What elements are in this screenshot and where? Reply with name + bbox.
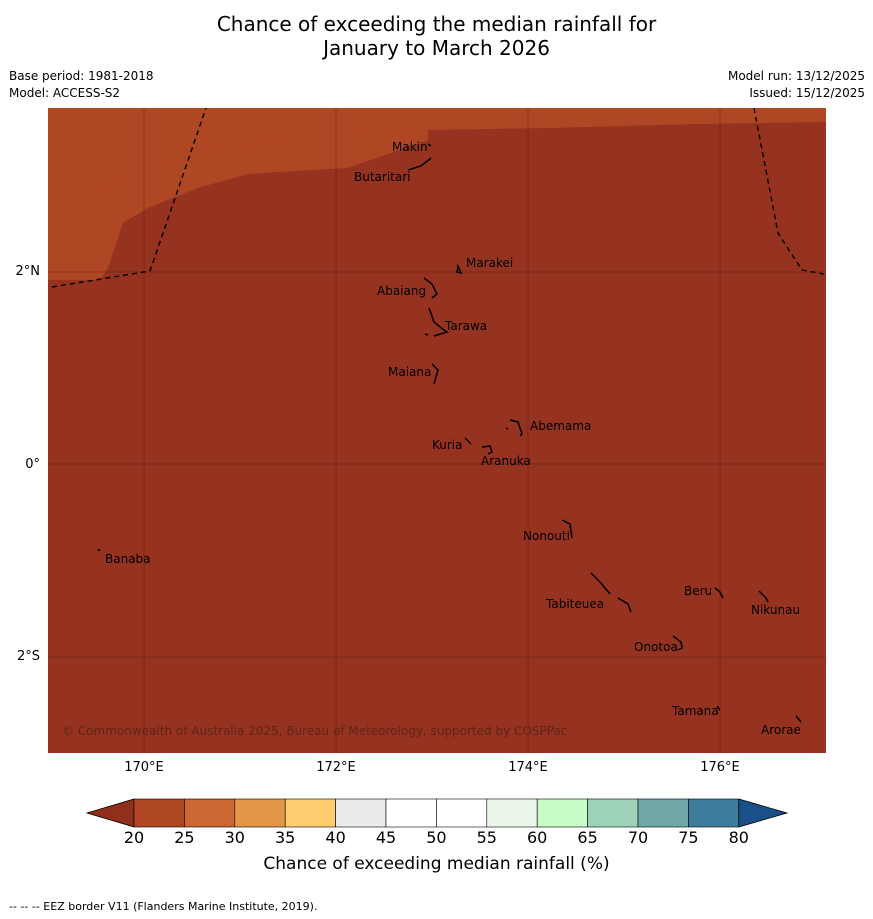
model-name: Model: ACCESS-S2 [9,86,121,100]
colorbar-segment-45-50 [385,798,437,828]
colorbar [86,798,788,828]
colorbar-over-arrow [738,798,788,828]
makin-island [427,143,432,147]
label-maiana: Maiana [388,365,432,379]
lat-tick-0: 0° [25,457,40,472]
chart-title: Chance of exceeding the median rainfall … [0,12,873,60]
colorbar-segment-50-55 [436,798,488,828]
label-butaritari: Butaritari [354,170,411,184]
copyright-credit: © Commonwealth of Australia 2025, Bureau… [62,724,568,738]
abaiang-island [423,277,438,299]
label-marakei: Marakei [466,256,514,270]
label-abemama: Abemama [530,419,592,433]
colorbar-segment-25-30 [184,798,236,828]
band-base-cover [48,140,826,753]
title-line-1: Chance of exceeding the median rainfall … [216,12,657,36]
colorbar-segment-30-35 [234,798,286,828]
colorbar-segment-35-40 [284,798,336,828]
eez-border-east [753,108,825,275]
label-nikunau: Nikunau [751,603,801,617]
title-line-2: January to March 2026 [323,36,550,60]
issued-date: Issued: 15/12/2025 [749,86,865,100]
base-period: Base period: 1981-2018 [9,69,154,83]
lon-tick-172e: 172°E [316,760,356,775]
graticule [48,108,826,753]
lon-tick-174e: 174°E [508,760,548,775]
tamana-island [716,705,721,711]
label-kuria: Kuria [432,438,463,452]
eez-border-west [51,108,207,288]
lat-tick-2s: 2°S [16,649,40,664]
label-beru: Beru [684,584,713,598]
eez-footnote: -- -- -- EEZ border V11 (Flanders Marine… [9,900,318,913]
colorbar-segment-60-65 [536,798,588,828]
colorbar-tick-75: 75 [678,828,699,847]
colorbar-tick-60: 60 [527,828,548,847]
map-svg [48,108,826,753]
onotoa-island [672,635,683,651]
colorbar-tick-35: 35 [275,828,296,847]
colorbar-segment-40-45 [335,798,387,828]
tabiteuea-island [590,572,632,613]
colorbar-tick-80: 80 [728,828,749,847]
aranuka-island [481,445,493,455]
band-25-west [48,130,428,280]
colorbar-tick-45: 45 [375,828,397,847]
label-nonouti: Nonouti [523,529,570,543]
colorbar-tick-20: 20 [123,828,145,847]
lat-tick-2n: 2°N [15,264,41,279]
band-25 [48,108,826,188]
label-makin: Makin [392,140,428,154]
nonouti-island [561,519,573,539]
island-outlines [97,143,802,723]
label-tamana: Tamana [672,704,719,718]
colorbar-under-arrow [86,798,135,828]
colorbar-segment-75-80 [688,798,740,828]
colorbar-tick-65: 65 [577,828,598,847]
eez-borders [51,108,825,288]
meta-left: Base period: 1981-2018 Model: ACCESS-S2 [9,68,154,102]
beru-island [714,587,724,599]
abemama-island [505,419,523,437]
nikunau-island [758,590,769,603]
label-banaba: Banaba [105,552,151,566]
colorbar-segment-55-60 [486,798,538,828]
label-tabiteuea: Tabiteuea [546,597,605,611]
colorbar-tick-55: 55 [476,828,497,847]
colorbar-tick-30: 30 [224,828,245,847]
colorbar-label: Chance of exceeding median rainfall (%) [263,854,610,874]
marakei-island [456,263,463,275]
colorbar-tick-40: 40 [325,828,346,847]
colorbar-tick-50: 50 [426,828,447,847]
label-onotoa: Onotoa [634,640,678,654]
maiana-island [431,363,439,385]
colorbar-segment-65-70 [587,798,639,828]
label-tarawa: Tarawa [445,319,488,333]
meta-right: Model run: 13/12/2025 Issued: 15/12/2025 [728,68,865,102]
lon-tick-170e: 170°E [124,760,164,775]
label-aranuka: Aranuka [481,454,531,468]
model-run: Model run: 13/12/2025 [727,69,865,83]
map-panel: Makin Butaritari Marakei Abaiang Tarawa … [48,108,826,753]
arorae-island [795,715,802,723]
lon-tick-176e: 176°E [700,760,740,775]
colorbar-segment-70-75 [637,798,689,828]
butaritari-island [407,157,432,171]
tarawa-island [424,307,449,337]
colorbar-tick-70: 70 [627,828,649,847]
kuria-island [464,437,472,445]
colorbar-tick-25: 25 [174,828,195,847]
colorbar-segment-20-25 [133,798,185,828]
label-abaiang: Abaiang [377,284,427,298]
banaba-island [97,548,101,552]
label-arorae: Arorae [761,723,801,737]
